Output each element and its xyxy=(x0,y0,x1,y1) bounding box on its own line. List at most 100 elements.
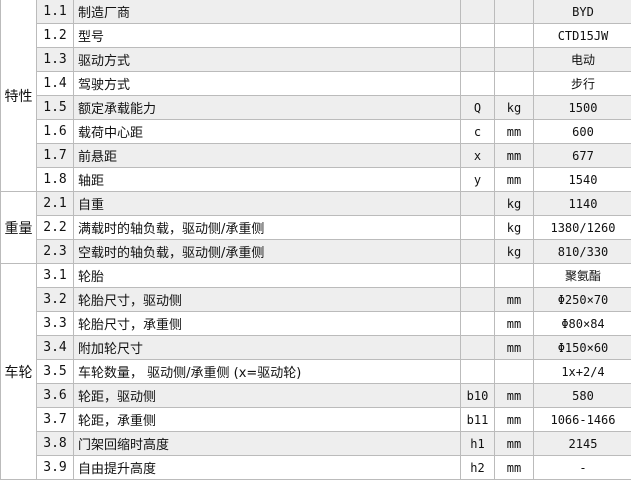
cell-no: 3.7 xyxy=(36,407,74,432)
cell-name: 空载时的轴负载，驱动侧/承重侧 xyxy=(73,239,461,264)
cell-unit: mm xyxy=(494,143,534,168)
cell-val: 677 xyxy=(533,143,631,168)
cell-name: 轮胎尺寸，驱动侧 xyxy=(73,287,461,312)
cell-val: 电动 xyxy=(533,47,631,72)
cell-unit xyxy=(494,71,534,96)
cell-unit: mm xyxy=(494,431,534,456)
cell-val: 810/330 xyxy=(533,239,631,264)
cell-sym xyxy=(460,359,495,384)
cell-sym: c xyxy=(460,119,495,144)
cell-no: 1.3 xyxy=(36,47,74,72)
table-row: 车轮 3.1 轮胎 聚氨酯 xyxy=(0,263,631,480)
table-row: 1.3 驱动方式 电动 xyxy=(1,47,631,72)
table-row: 1.6 载荷中心距 c mm 600 xyxy=(1,119,631,144)
cell-val: 1140 xyxy=(533,191,631,216)
cell-no: 3.8 xyxy=(36,431,74,456)
cell-name: 型号 xyxy=(73,23,461,48)
cell-unit xyxy=(494,47,534,72)
cell-no: 1.6 xyxy=(36,119,74,144)
table-row: 特性 1.1 制造厂商 BYD xyxy=(0,0,631,192)
cell-unit xyxy=(494,23,534,48)
cell-sym xyxy=(460,215,495,240)
table-row: 2.2 满载时的轴负载，驱动侧/承重侧 kg 1380/1260 xyxy=(1,215,631,240)
cell-val: Φ250×70 xyxy=(533,287,631,312)
table-row: 1.2 型号 CTD15JW xyxy=(1,23,631,48)
cell-name: 车轮数量， 驱动侧/承重侧 (x=驱动轮) xyxy=(73,359,461,384)
cell-unit xyxy=(494,263,534,288)
cell-no: 1.7 xyxy=(36,143,74,168)
cell-sym: b11 xyxy=(460,407,495,432)
cell-val: BYD xyxy=(533,0,631,24)
cell-no: 1.5 xyxy=(36,95,74,120)
cell-unit: mm xyxy=(494,167,534,192)
table-row: 重量 2.1 自重 kg 1140 xyxy=(0,191,631,264)
cell-name: 制造厂商 xyxy=(73,0,461,24)
cell-name: 轴距 xyxy=(73,167,461,192)
cell-val: 600 xyxy=(533,119,631,144)
cell-unit: mm xyxy=(494,119,534,144)
cell-val: 1380/1260 xyxy=(533,215,631,240)
cell-sym xyxy=(460,0,495,24)
cell-unit xyxy=(494,0,534,24)
cell-name: 驾驶方式 xyxy=(73,71,461,96)
table-row: 3.6 轮距，驱动侧 b10 mm 580 xyxy=(1,383,631,408)
cell-no: 2.3 xyxy=(36,239,74,264)
table-row: 1.4 驾驶方式 步行 xyxy=(1,71,631,96)
cell-unit: kg xyxy=(494,215,534,240)
cell-unit: mm xyxy=(494,287,534,312)
cell-val: 580 xyxy=(533,383,631,408)
cell-no: 2.1 xyxy=(36,191,74,216)
table-row: 3.2 轮胎尺寸，驱动侧 mm Φ250×70 xyxy=(1,287,631,312)
cell-name: 自由提升高度 xyxy=(73,455,461,480)
cell-unit: mm xyxy=(494,407,534,432)
cell-sym: b10 xyxy=(460,383,495,408)
cell-val: 步行 xyxy=(533,71,631,96)
cell-sym xyxy=(460,287,495,312)
cell-no: 3.1 xyxy=(36,263,74,288)
cell-name: 自重 xyxy=(73,191,461,216)
cell-sym: h2 xyxy=(460,455,495,480)
cell-val: 1x+2/4 xyxy=(533,359,631,384)
cell-name: 门架回缩时高度 xyxy=(73,431,461,456)
cell-name: 轮距，承重侧 xyxy=(73,407,461,432)
table-row: 1.8 轴距 y mm 1540 xyxy=(1,167,631,192)
cell-sym xyxy=(460,263,495,288)
cell-name: 驱动方式 xyxy=(73,47,461,72)
cell-no: 3.3 xyxy=(36,311,74,336)
cell-name: 轮胎 xyxy=(73,263,461,288)
cell-unit: kg xyxy=(494,239,534,264)
cell-val: Φ150×60 xyxy=(533,335,631,360)
cell-unit: mm xyxy=(494,335,534,360)
cell-no: 3.4 xyxy=(36,335,74,360)
cell-sym xyxy=(460,335,495,360)
cell-sym: x xyxy=(460,143,495,168)
cell-sym xyxy=(460,23,495,48)
group-label: 车轮 xyxy=(0,263,37,480)
table-row: 3.3 轮胎尺寸，承重侧 mm Φ80×84 xyxy=(1,311,631,336)
cell-name: 轮胎尺寸，承重侧 xyxy=(73,311,461,336)
cell-sym xyxy=(460,47,495,72)
cell-name: 载荷中心距 xyxy=(73,119,461,144)
cell-sym xyxy=(460,191,495,216)
table-row: 3.7 轮距，承重侧 b11 mm 1066-1466 xyxy=(1,407,631,432)
group-label: 重量 xyxy=(0,191,37,264)
cell-no: 3.6 xyxy=(36,383,74,408)
cell-val: 1500 xyxy=(533,95,631,120)
cell-sym: h1 xyxy=(460,431,495,456)
cell-name: 额定承载能力 xyxy=(73,95,461,120)
cell-no: 3.9 xyxy=(36,455,74,480)
cell-unit: kg xyxy=(494,95,534,120)
table-row: 3.8 门架回缩时高度 h1 mm 2145 xyxy=(1,431,631,456)
cell-sym: y xyxy=(460,167,495,192)
cell-name: 满载时的轴负载，驱动侧/承重侧 xyxy=(73,215,461,240)
cell-name: 附加轮尺寸 xyxy=(73,335,461,360)
cell-val: 1066-1466 xyxy=(533,407,631,432)
cell-no: 1.2 xyxy=(36,23,74,48)
cell-sym xyxy=(460,239,495,264)
cell-unit: mm xyxy=(494,455,534,480)
cell-no: 3.2 xyxy=(36,287,74,312)
cell-val: - xyxy=(533,455,631,480)
cell-unit: kg xyxy=(494,191,534,216)
